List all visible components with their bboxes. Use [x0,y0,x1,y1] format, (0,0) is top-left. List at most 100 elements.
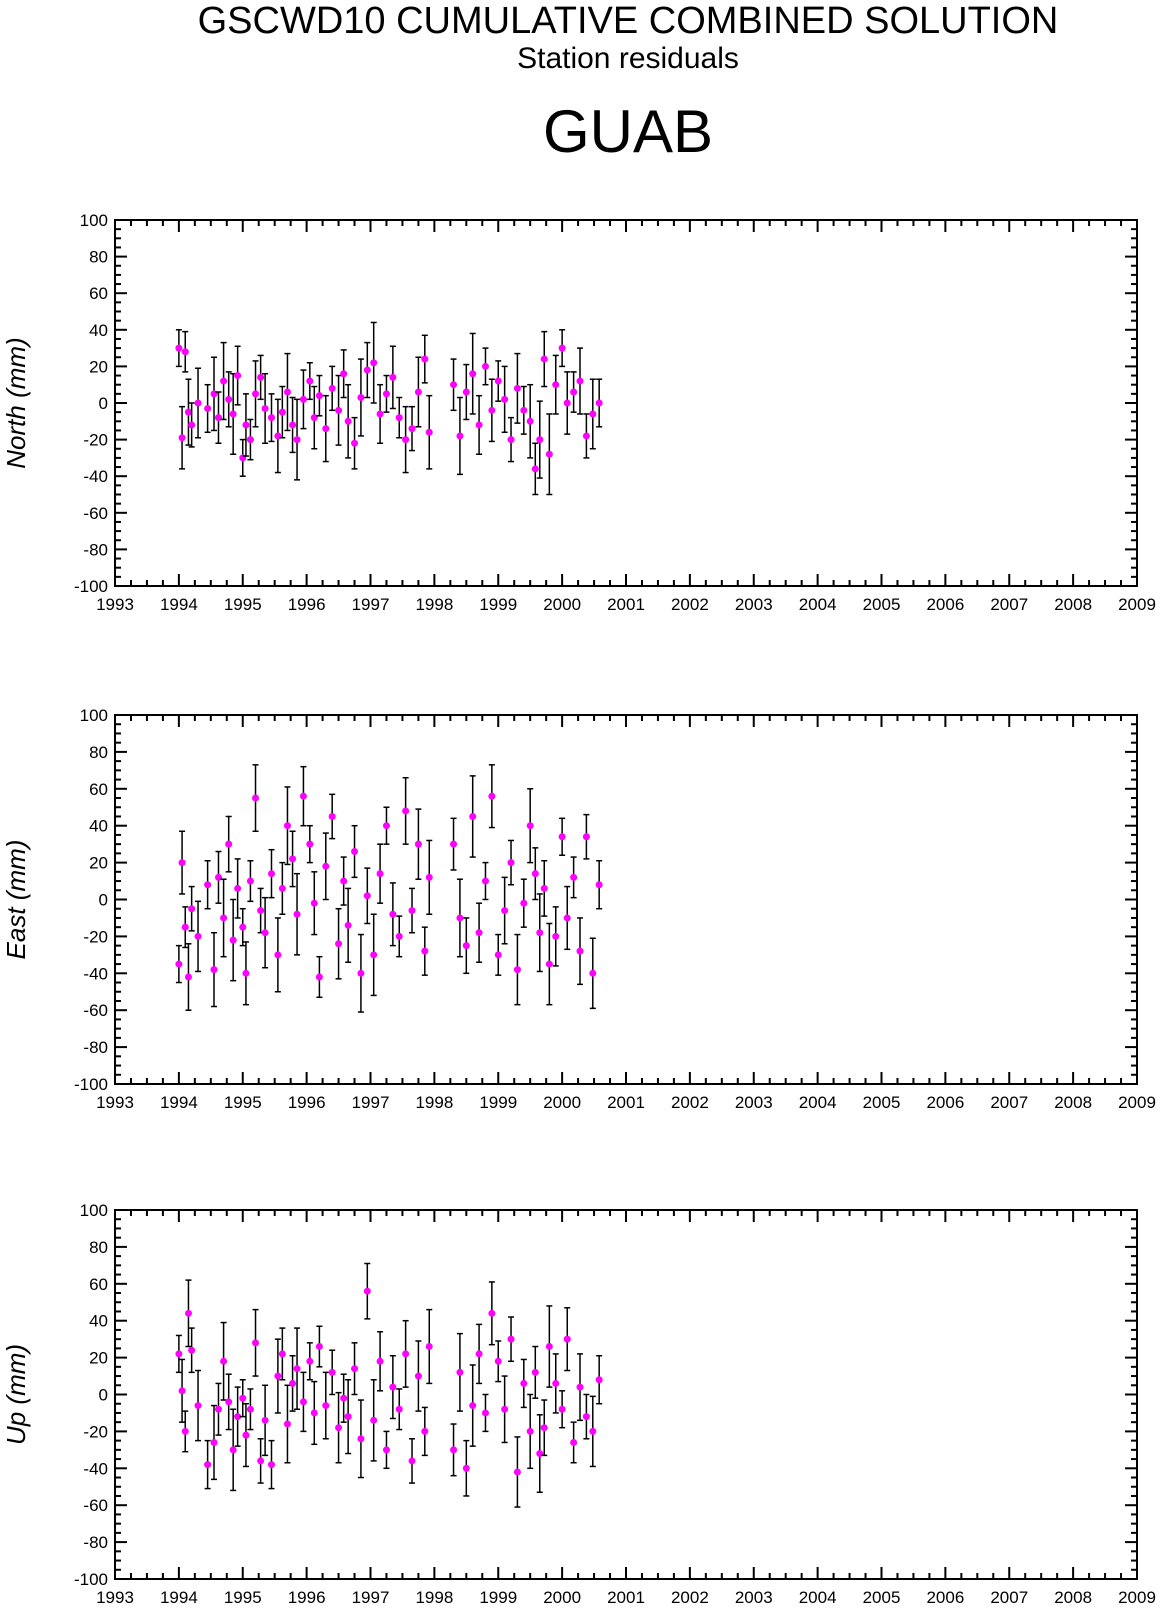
data-point [481,877,489,885]
data-point [220,377,228,385]
data-point [257,1457,265,1465]
y-tick-label: 40 [89,817,108,836]
y-tick-label: -20 [83,927,108,946]
data-point [475,421,483,429]
data-point [421,1427,429,1435]
data-point [520,406,528,414]
data-point [494,1357,502,1365]
data-point [526,417,534,425]
data-point [289,855,297,863]
data-point [389,373,397,381]
x-tick-label: 2006 [926,1588,964,1607]
data-point [293,910,301,918]
x-tick-label: 1999 [479,595,517,614]
data-point [531,870,539,878]
data-point [293,436,301,444]
data-point [370,951,378,959]
data-point [576,947,584,955]
data-point [570,1438,578,1446]
y-tick-label: -100 [74,1075,108,1094]
data-point [421,355,429,363]
data-point [513,384,521,392]
x-tick-label: 2002 [671,595,709,614]
data-point [513,1468,521,1476]
y-tick-label: -20 [83,1422,108,1441]
data-point [456,1368,464,1376]
data-point [545,960,553,968]
data-point [389,910,397,918]
station-name: GUAB [542,98,714,165]
data-point [595,881,603,889]
data-point [536,929,544,937]
plot-frame [114,219,1138,587]
data-point [589,410,597,418]
data-point [234,1413,242,1421]
y-tick-label: 40 [89,1312,108,1331]
data-point [545,450,553,458]
data-point [558,833,566,841]
data-point [210,966,218,974]
data-point [481,362,489,370]
y-tick-label: -40 [83,467,108,486]
data-point [462,942,470,950]
data-point [184,973,192,981]
data-point [481,1409,489,1417]
x-tick-label: 2008 [1054,1588,1092,1607]
x-tick-label: 2002 [671,1588,709,1607]
x-tick-label: 1998 [415,1588,453,1607]
data-point [181,348,189,356]
data-point [261,404,269,412]
y-tick-label: 80 [89,1238,108,1257]
x-tick-label: 1994 [160,1093,198,1112]
data-point [540,355,548,363]
data-point [274,1372,282,1380]
data-point [582,1413,590,1421]
data-point [357,1435,365,1443]
data-point [520,1379,528,1387]
data-point [328,812,336,820]
x-tick-label: 2007 [990,1588,1028,1607]
data-point [214,1405,222,1413]
data-point [194,399,202,407]
data-point [414,1372,422,1380]
data-point [274,951,282,959]
data-point [234,372,242,380]
data-point [402,807,410,815]
data-point [299,395,307,403]
x-tick-label: 1995 [224,595,262,614]
data-point [335,406,343,414]
data-point [184,408,192,416]
data-point [188,905,196,913]
x-tick-label: 1999 [479,1093,517,1112]
y-tick-label: 100 [80,1201,108,1220]
y-tick-label: 0 [99,394,108,413]
data-point [456,914,464,922]
x-tick-label: 1995 [224,1588,262,1607]
data-point [501,395,509,403]
x-tick-label: 1998 [415,1093,453,1112]
data-point [335,940,343,948]
x-tick-label: 2004 [799,1093,837,1112]
data-point [469,1402,477,1410]
y-tick-label: -60 [83,504,108,523]
data-point [289,421,297,429]
data-point [328,1368,336,1376]
data-point [188,1346,196,1354]
data-point [278,884,286,892]
plot-frame [114,714,1138,1085]
y-tick-label: -40 [83,964,108,983]
y-axis-label: North (mm) [1,337,31,468]
data-point [278,1350,286,1358]
data-point [178,434,186,442]
data-point [488,406,496,414]
y-tick-label: -80 [83,1533,108,1552]
data-point [540,884,548,892]
data-point [267,1461,275,1469]
data-point [450,840,458,848]
data-point [507,436,515,444]
data-point [178,1387,186,1395]
data-point [344,1413,352,1421]
x-tick-label: 2003 [735,1588,773,1607]
x-tick-label: 2003 [735,1093,773,1112]
data-point [414,840,422,848]
